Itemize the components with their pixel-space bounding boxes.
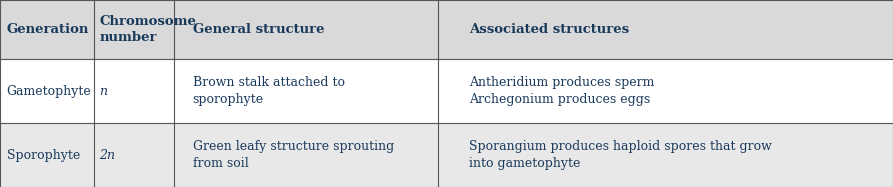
Text: Generation: Generation	[6, 23, 89, 36]
Text: Brown stalk attached to
sporophyte: Brown stalk attached to sporophyte	[193, 76, 345, 106]
Text: Chromosome
number: Chromosome number	[99, 15, 196, 44]
Bar	[174, 123, 438, 187]
Text: Antheridium produces sperm
Archegonium produces eggs: Antheridium produces sperm Archegonium p…	[470, 76, 655, 106]
Bar	[94, 59, 174, 123]
Bar	[438, 59, 893, 123]
Bar	[438, 123, 893, 187]
Bar	[94, 123, 174, 187]
Text: n: n	[99, 85, 107, 98]
Bar	[0, 59, 94, 123]
Text: Associated structures: Associated structures	[470, 23, 630, 36]
Text: Sporangium produces haploid spores that grow
into gametophyte: Sporangium produces haploid spores that …	[470, 140, 772, 170]
Bar	[0, 0, 94, 59]
Text: Sporophyte: Sporophyte	[6, 149, 79, 162]
Text: 2n: 2n	[99, 149, 115, 162]
Text: Green leafy structure sprouting
from soil: Green leafy structure sprouting from soi…	[193, 140, 394, 170]
Text: Gametophyte: Gametophyte	[6, 85, 91, 98]
Text: General structure: General structure	[193, 23, 324, 36]
Bar	[438, 0, 893, 59]
Bar	[94, 0, 174, 59]
Bar	[0, 123, 94, 187]
Bar	[174, 0, 438, 59]
Bar	[174, 59, 438, 123]
